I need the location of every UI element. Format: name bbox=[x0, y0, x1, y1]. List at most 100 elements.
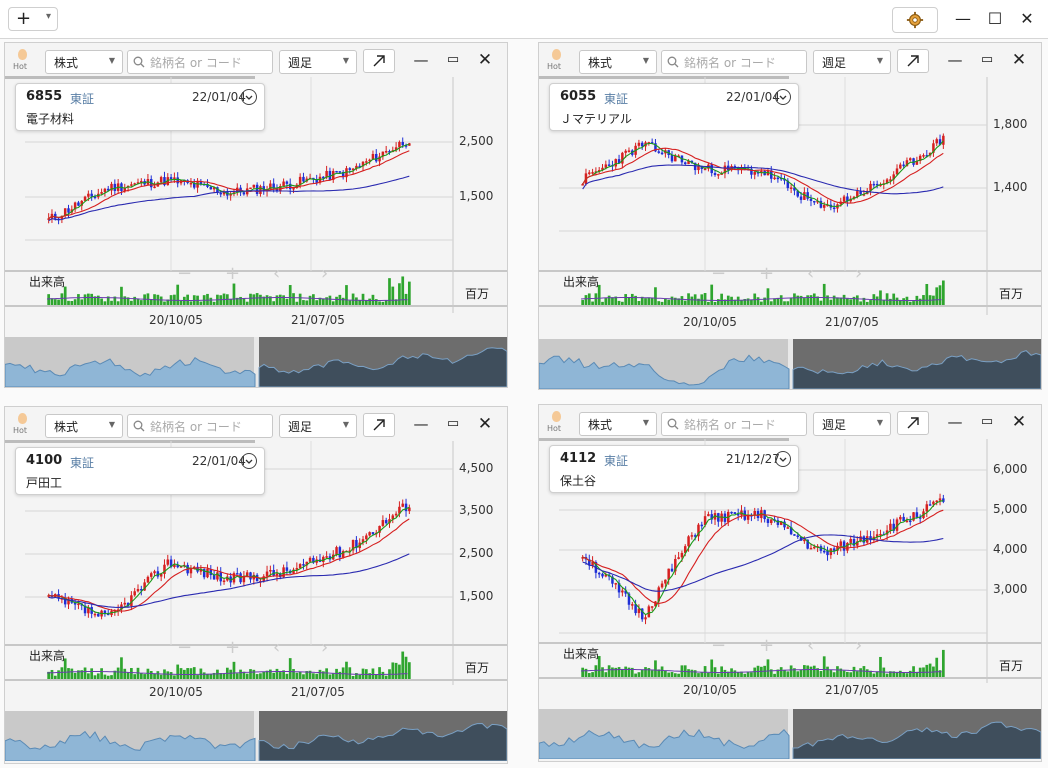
period-select[interactable]: 週足 ▼ bbox=[813, 50, 891, 74]
range-navigator[interactable] bbox=[539, 709, 1041, 759]
type-select[interactable]: 株式 ▼ bbox=[579, 412, 657, 436]
type-select-value: 株式 bbox=[54, 420, 79, 434]
scroll-right-button[interactable]: › bbox=[855, 635, 863, 656]
volume-bar bbox=[700, 672, 704, 677]
panel-minimize-button[interactable]: — bbox=[413, 51, 429, 69]
close-button[interactable]: ✕ bbox=[1020, 9, 1034, 28]
zoom-out-button[interactable]: − bbox=[711, 635, 727, 656]
search-input[interactable]: 銘柄名 or コード bbox=[661, 412, 807, 436]
scroll-right-button[interactable]: › bbox=[855, 263, 863, 284]
candle bbox=[196, 182, 199, 188]
info-toggle-button[interactable] bbox=[775, 451, 791, 467]
type-select[interactable]: 株式 ▼ bbox=[45, 50, 123, 74]
panel-close-button[interactable]: ✕ bbox=[477, 414, 493, 434]
candlestick-chart[interactable] bbox=[5, 77, 507, 313]
volume-bar bbox=[806, 665, 810, 677]
volume-bar bbox=[908, 301, 912, 305]
popout-button[interactable] bbox=[363, 413, 395, 437]
volume-bar bbox=[212, 301, 216, 305]
period-select[interactable]: 週足 ▼ bbox=[279, 50, 357, 74]
search-input[interactable]: 銘柄名 or コード bbox=[127, 50, 273, 74]
zoom-in-button[interactable]: + bbox=[759, 263, 775, 284]
volume-bar bbox=[584, 295, 588, 305]
candle bbox=[275, 573, 279, 576]
settings-button[interactable] bbox=[892, 7, 938, 33]
hot-button[interactable]: Hot bbox=[547, 411, 567, 435]
info-toggle-button[interactable] bbox=[241, 89, 257, 105]
scroll-right-button[interactable]: › bbox=[321, 263, 329, 284]
candlestick-chart[interactable] bbox=[539, 439, 1041, 683]
panel-maximize-button[interactable]: ▭ bbox=[446, 416, 460, 431]
search-input[interactable]: 銘柄名 or コード bbox=[127, 414, 273, 438]
volume-bar bbox=[918, 298, 922, 305]
type-select[interactable]: 株式 ▼ bbox=[45, 414, 123, 438]
volume-bar bbox=[67, 300, 70, 305]
scroll-left-button[interactable]: ‹ bbox=[273, 263, 281, 284]
volume-bar bbox=[826, 295, 829, 305]
period-select[interactable]: 週足 ▼ bbox=[279, 414, 357, 438]
scroll-left-button[interactable]: ‹ bbox=[807, 263, 815, 284]
scroll-right-button[interactable]: › bbox=[321, 637, 329, 658]
range-navigator[interactable] bbox=[5, 711, 507, 761]
candle bbox=[660, 152, 664, 155]
zoom-out-button[interactable]: − bbox=[711, 263, 727, 284]
search-input[interactable]: 銘柄名 or コード bbox=[661, 50, 807, 74]
volume-bar bbox=[703, 666, 707, 677]
candle bbox=[398, 506, 401, 514]
hot-button[interactable]: Hot bbox=[13, 49, 33, 73]
volume-bar bbox=[786, 301, 790, 305]
hot-button[interactable]: Hot bbox=[13, 413, 33, 437]
volume-bar bbox=[882, 299, 886, 305]
zoom-out-button[interactable]: − bbox=[177, 263, 193, 284]
popout-button[interactable] bbox=[897, 411, 929, 435]
volume-bar bbox=[941, 649, 945, 677]
navigator-area-selected bbox=[258, 722, 507, 761]
range-navigator[interactable] bbox=[539, 339, 1041, 389]
candle bbox=[163, 177, 166, 186]
minimize-button[interactable]: — bbox=[955, 9, 971, 28]
add-panel-button[interactable]: + ▾ bbox=[8, 7, 58, 31]
popout-icon bbox=[907, 55, 919, 67]
candle bbox=[308, 557, 312, 562]
panel-minimize-button[interactable]: — bbox=[947, 51, 963, 69]
panel-maximize-button[interactable]: ▭ bbox=[446, 52, 460, 67]
volume-bar bbox=[70, 668, 74, 679]
volume-bar bbox=[358, 674, 362, 679]
range-navigator[interactable] bbox=[5, 337, 507, 387]
panel-close-button[interactable]: ✕ bbox=[477, 50, 493, 70]
zoom-in-button[interactable]: + bbox=[225, 263, 241, 284]
candle bbox=[740, 167, 743, 170]
scroll-left-button[interactable]: ‹ bbox=[273, 637, 281, 658]
hot-button[interactable]: Hot bbox=[547, 49, 567, 73]
info-toggle-button[interactable] bbox=[241, 453, 257, 469]
popout-button[interactable] bbox=[897, 49, 929, 73]
zoom-in-button[interactable]: + bbox=[759, 635, 775, 656]
zoom-in-button[interactable]: + bbox=[225, 637, 241, 658]
toolbar-scrollbar[interactable] bbox=[5, 76, 255, 79]
toolbar-scrollbar[interactable] bbox=[5, 440, 255, 443]
scroll-left-button[interactable]: ‹ bbox=[807, 635, 815, 656]
chevron-down-icon: ▼ bbox=[108, 56, 115, 65]
candlestick-chart[interactable] bbox=[539, 77, 1041, 315]
panel-close-button[interactable]: ✕ bbox=[1011, 412, 1027, 432]
toolbar-scrollbar[interactable] bbox=[539, 438, 789, 441]
panel-minimize-button[interactable]: — bbox=[947, 413, 963, 431]
stock-code: 4112 bbox=[560, 451, 597, 466]
period-select[interactable]: 週足 ▼ bbox=[813, 412, 891, 436]
volume-bar bbox=[146, 668, 150, 679]
maximize-button[interactable]: ☐ bbox=[987, 9, 1003, 28]
info-toggle-button[interactable] bbox=[775, 89, 791, 105]
popout-button[interactable] bbox=[363, 49, 395, 73]
zoom-out-button[interactable]: − bbox=[177, 637, 193, 658]
candle bbox=[654, 601, 657, 607]
toolbar-scrollbar[interactable] bbox=[539, 76, 789, 79]
volume-bar bbox=[123, 668, 127, 679]
panel-maximize-button[interactable]: ▭ bbox=[980, 52, 994, 67]
panel-close-button[interactable]: ✕ bbox=[1011, 50, 1027, 70]
candlestick-chart[interactable] bbox=[5, 441, 507, 685]
navigator-area-selected bbox=[258, 347, 507, 387]
type-select[interactable]: 株式 ▼ bbox=[579, 50, 657, 74]
panel-maximize-button[interactable]: ▭ bbox=[980, 414, 994, 429]
panel-minimize-button[interactable]: — bbox=[413, 415, 429, 433]
candle bbox=[885, 179, 889, 184]
